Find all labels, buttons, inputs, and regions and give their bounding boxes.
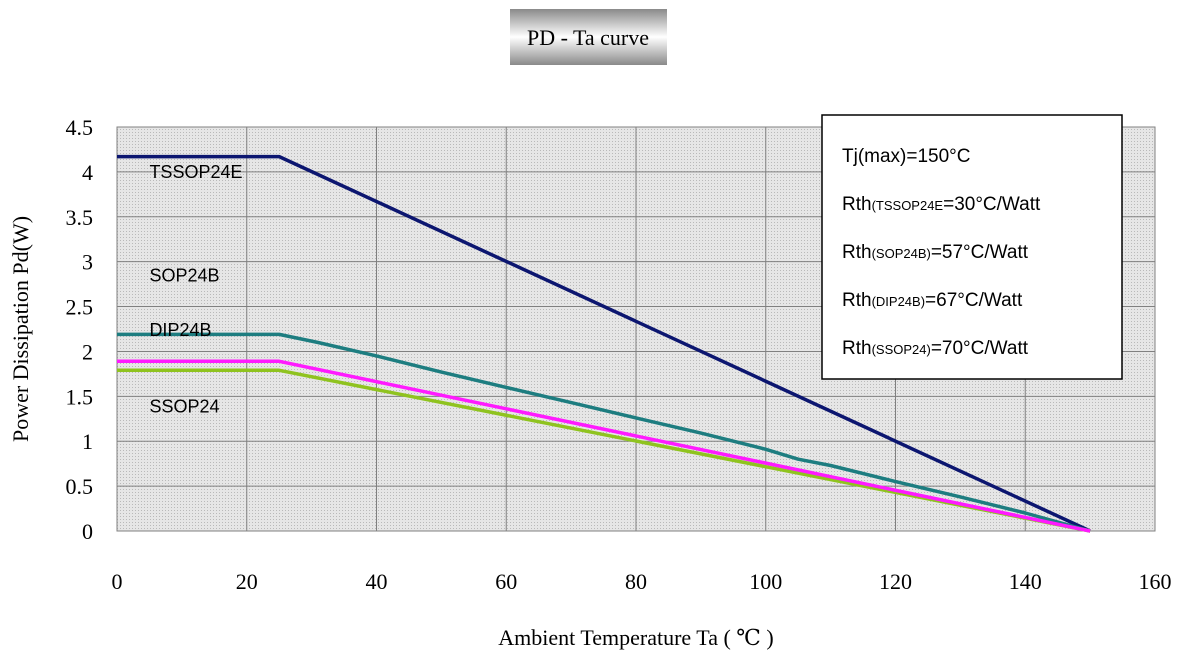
- y-tick-label: 2: [82, 339, 93, 364]
- series-line-tssop24e: [117, 154, 1091, 533]
- x-tick-label: 80: [625, 569, 647, 594]
- y-tick-label: 2.5: [66, 295, 94, 320]
- x-tick-label: 60: [495, 569, 517, 594]
- annotation-line: Rth(TSSOP24E=30°C/Watt: [842, 194, 1041, 215]
- series-labels: TSSOP24E SOP24B DIP24B SSOP24: [149, 162, 242, 416]
- x-tick-label: 140: [1009, 569, 1042, 594]
- annotation-box-frame: [821, 114, 1123, 380]
- series-label-ssop24: SSOP24: [149, 396, 219, 416]
- annotation-box: Tj(max)=150°C Rth(TSSOP24E=30°C/Watt Rth(S…: [821, 114, 1123, 380]
- y-tick-labels: 0 0.5 1 1.5 2 2.5 3 3.5 4 4.5: [66, 115, 94, 544]
- plot-border: [116, 126, 1156, 532]
- x-tick-label: 20: [236, 569, 258, 594]
- x-tick-label: 0: [112, 569, 123, 594]
- x-tick-label: 120: [879, 569, 912, 594]
- y-tick-label: 3: [82, 250, 93, 275]
- series-line-dip24b: [117, 332, 1091, 533]
- annotation-line: Rth(SOP24B)=57°C/Watt: [842, 242, 1029, 263]
- y-tick-label: 0: [82, 519, 93, 544]
- series-label-sop24b: SOP24B: [149, 265, 219, 285]
- chart-title: PD - Ta curve: [527, 25, 649, 50]
- x-tick-label: 40: [366, 569, 388, 594]
- x-tick-labels: 0 20 40 60 80 100 120 140 160: [112, 569, 1172, 594]
- y-axis-label: Power Dissipation Pd(W): [8, 216, 33, 442]
- y-tick-label: 3.5: [66, 205, 94, 230]
- chart-title-background: [510, 9, 667, 65]
- chart-title-group: PD - Ta curve: [510, 9, 667, 65]
- y-tick-label: 4: [82, 160, 93, 185]
- annotation-line: Rth(SSOP24)=70°C/Watt: [842, 338, 1029, 359]
- series-label-dip24b: DIP24B: [149, 320, 211, 340]
- annotation-line: Tj(max)=150°C: [842, 146, 971, 167]
- x-tick-label: 160: [1139, 569, 1172, 594]
- y-tick-label: 4.5: [66, 115, 94, 140]
- x-axis-label: Ambient Temperature Ta ( ℃ ): [498, 625, 773, 650]
- series-lines: [117, 154, 1091, 533]
- series-line-ssop24: [117, 368, 1091, 533]
- series-label-tssop24e: TSSOP24E: [149, 162, 242, 182]
- series-line-sop24b: [117, 359, 1091, 533]
- y-tick-label: 1: [82, 429, 93, 454]
- x-tick-label: 100: [749, 569, 782, 594]
- annotation-line: Rth(DIP24B)=67°C/Watt: [842, 290, 1023, 311]
- y-tick-label: 0.5: [66, 474, 94, 499]
- y-tick-label: 1.5: [66, 384, 94, 409]
